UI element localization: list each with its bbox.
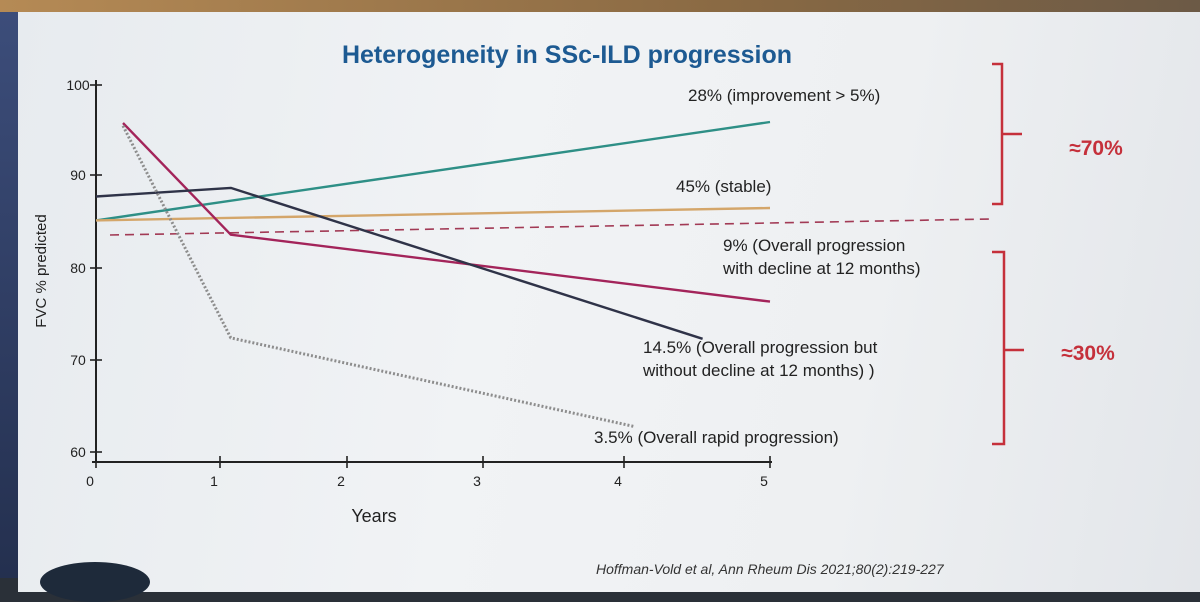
series-labels: 28% (improvement > 5%) 45% (stable) 9% (Ov…	[594, 86, 921, 447]
series-label-2-line-0: 9% (Overall progression	[723, 236, 905, 255]
y-tick-label: 80	[70, 260, 86, 276]
series-label-1: 45% (stable)	[676, 177, 771, 196]
y-tick-label: 90	[70, 167, 86, 183]
series-label-2-line-1: with decline at 12 months)	[722, 259, 921, 278]
group-label-70: ≈70%	[1069, 137, 1123, 160]
series-line-0	[95, 120, 771, 222]
slide-top-frame	[0, 0, 1200, 12]
series-line-3	[95, 186, 703, 340]
x-tick-label: 5	[760, 473, 768, 489]
series-label-3-line-0: 14.5% (Overall progression but	[643, 338, 878, 357]
y-tick-label: 100	[66, 77, 90, 93]
x-tick-label: 1	[210, 473, 218, 489]
series-label-3-line-1: without decline at 12 months) )	[642, 361, 875, 380]
reference-lines	[109, 218, 991, 236]
bracket-70	[992, 62, 1022, 206]
x-tick-label: 2	[337, 473, 345, 489]
series-label-4: 3.5% (Overall rapid progression)	[594, 428, 839, 447]
series-line-4	[121, 125, 636, 429]
series-lines	[95, 120, 771, 429]
series-line-2	[122, 122, 771, 303]
group-label-30: ≈30%	[1061, 342, 1115, 365]
y-axis-label: FVC % predicted	[33, 214, 50, 327]
fvc-line-chart: Heterogeneity in SSc-ILD progression 0 1 2…	[33, 41, 1124, 577]
series-label-0: 28% (improvement > 5%)	[688, 86, 880, 105]
x-tick-label: 3	[473, 473, 481, 489]
reference-line	[109, 218, 991, 236]
x-tick-label: 4	[614, 473, 622, 489]
slide-left-frame	[0, 12, 18, 578]
series-line-1	[95, 206, 771, 222]
bracket-30	[992, 250, 1024, 446]
axis-ticks: 0 1 2 3 4 5 60 70 80 90 100	[66, 77, 771, 489]
x-tick-label: 0	[86, 473, 94, 489]
chart-title: Heterogeneity in SSc-ILD progression	[342, 41, 792, 69]
y-tick-label: 60	[70, 444, 86, 460]
y-tick-label: 70	[70, 352, 86, 368]
citation: Hoffman-Vold et al, Ann Rheum Dis 2021;8…	[596, 561, 945, 577]
x-axis-label: Years	[351, 506, 396, 526]
